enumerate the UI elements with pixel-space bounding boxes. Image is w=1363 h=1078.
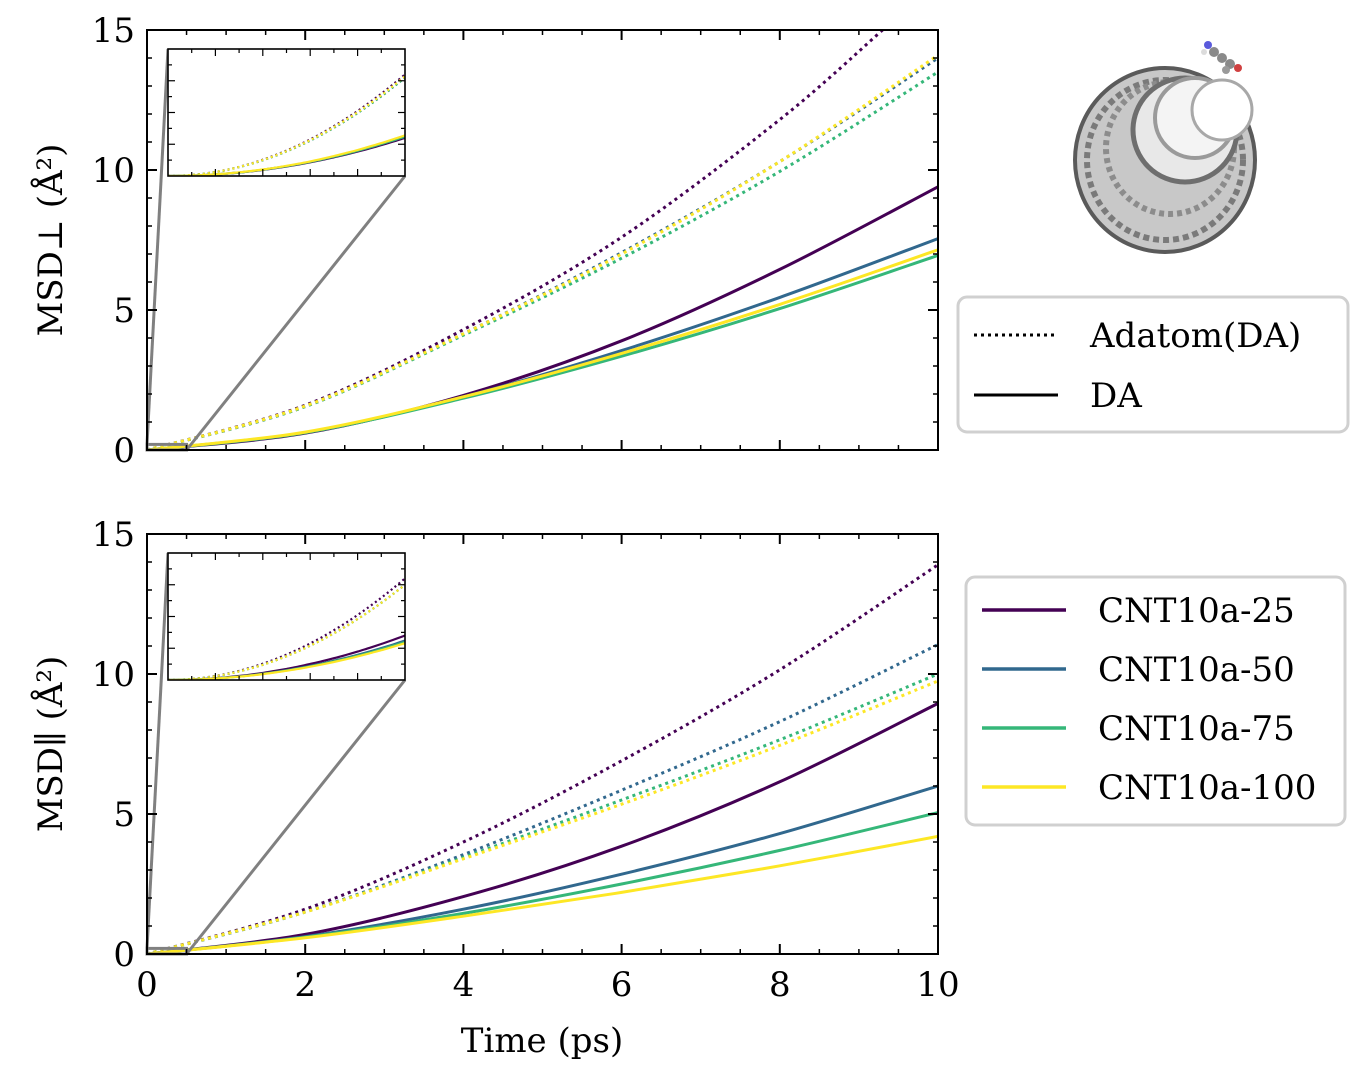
inset-series-line-cnt10a-100-solid [168, 134, 405, 176]
x-tick-label: 0 [136, 965, 158, 1005]
top-inset-series-group [168, 73, 405, 176]
series-line-cnt10a-100-solid [147, 248, 938, 450]
inset-series-line-cnt10a-100-solid [168, 642, 405, 680]
top-inset [167, 48, 406, 177]
legend-label-cnt10a-25: CNT10a-25 [1098, 591, 1295, 631]
legend-label-cnt10a-50: CNT10a-50 [1098, 650, 1295, 690]
zoom-connector-line [185, 679, 407, 955]
y-tick-label: 15 [92, 11, 135, 51]
x-tick-label: 8 [769, 965, 791, 1005]
top-y-axis-label: MSD⊥ (Å²) [30, 144, 71, 337]
series-line-cnt10a-25-solid [147, 185, 938, 450]
x-tick-label: 2 [294, 965, 316, 1005]
y-tick-label: 10 [92, 655, 135, 695]
x-tick-label: 10 [916, 965, 959, 1005]
legend-label-cnt10a-75: CNT10a-75 [1098, 709, 1295, 749]
top-series-group [147, 30, 938, 450]
series-line-cnt10a-50-solid [147, 784, 938, 954]
inset-series-line-cnt10a-100-dotted [168, 583, 405, 680]
bottom-axis-ticks: 0 2 4 6 8 10 0 5 10 15 [92, 515, 960, 1005]
bottom-panel: 0 2 4 6 8 10 0 5 10 15 MSD∥ (Å²) Time (ps) [30, 515, 960, 1061]
y-tick-label: 0 [113, 431, 135, 471]
bottom-inset-series-group [168, 577, 405, 680]
y-tick-label: 5 [113, 795, 135, 835]
series-line-cnt10a-100-solid [147, 834, 938, 954]
legend-label-cnt10a-100: CNT10a-100 [1098, 768, 1316, 808]
legend-series: CNT10a-25 CNT10a-50 CNT10a-75 CNT10a-100 [964, 575, 1347, 827]
series-line-cnt10a-25-dotted [147, 563, 938, 954]
molecule-icon [1201, 41, 1242, 74]
legend-label-da: DA [1090, 376, 1142, 416]
top-panel: 0 5 10 15 MSD⊥ (Å²) [30, 11, 939, 471]
series-line-cnt10a-75-solid [147, 811, 938, 954]
bottom-inset [167, 552, 406, 681]
series-line-cnt10a-25-solid [147, 702, 938, 954]
x-tick-label: 6 [611, 965, 633, 1005]
bottom-series-group [147, 563, 938, 954]
legend-line-style-box [956, 295, 1350, 434]
top-inset-ticks [168, 49, 405, 176]
legend-label-adatom: Adatom(DA) [1089, 316, 1301, 356]
zoom-connector-line [145, 48, 170, 445]
x-axis-label: Time (ps) [461, 1021, 623, 1061]
x-tick-label: 4 [453, 965, 475, 1005]
legend-series-box [964, 575, 1347, 827]
top-axis-ticks: 0 5 10 15 [92, 11, 939, 471]
y-tick-label: 5 [113, 291, 135, 331]
series-line-cnt10a-50-dotted [147, 643, 938, 954]
zoom-connector-line [145, 552, 170, 949]
series-line-cnt10a-50-solid [147, 237, 938, 450]
y-tick-label: 15 [92, 515, 135, 555]
zoom-connector-line [185, 175, 407, 451]
legend-line-style: Adatom(DA) DA [956, 295, 1350, 434]
inset-series-line-cnt10a-100-dotted [168, 75, 405, 176]
y-tick-label: 0 [113, 935, 135, 975]
top-inset-background [168, 49, 405, 176]
series-line-cnt10a-75-dotted [147, 672, 938, 954]
series-line-cnt10a-100-dotted [147, 679, 938, 954]
bottom-inset-background [168, 553, 405, 680]
y-tick-label: 10 [92, 151, 135, 191]
bottom-inset-ticks [168, 553, 405, 680]
bottom-y-axis-label: MSD∥ (Å²) [30, 656, 71, 833]
nanotube-illustration [1073, 41, 1257, 254]
